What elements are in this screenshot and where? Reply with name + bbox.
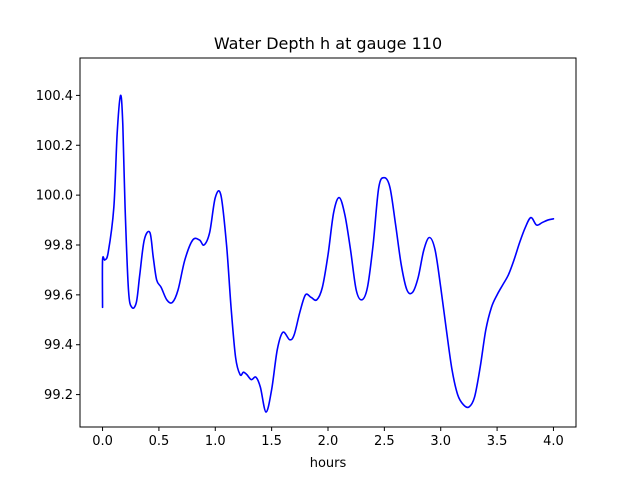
y-tick-label: 99.6 <box>44 288 73 303</box>
plot-area <box>101 94 555 413</box>
x-tick-label: 2.0 <box>318 434 339 449</box>
x-tick-label: 1.0 <box>205 434 226 449</box>
x-tick-label: 3.5 <box>487 434 508 449</box>
y-tick-label: 100.0 <box>36 189 73 204</box>
x-tick-label: 3.0 <box>430 434 451 449</box>
x-tick-label: 2.5 <box>374 434 395 449</box>
chart-title: Water Depth h at gauge 110 <box>214 34 442 53</box>
y-tick-label: 99.8 <box>44 238 73 253</box>
axes-frame <box>79 57 577 428</box>
x-tick-label: 4.0 <box>543 434 564 449</box>
x-axis-label: hours <box>310 456 347 471</box>
x-tick-label: 1.5 <box>261 434 282 449</box>
x-axis: 0.0 0.5 1.0 1.5 2.0 2.5 3.0 3.5 4.0 <box>92 427 564 449</box>
y-tick-label: 100.4 <box>36 89 73 104</box>
y-tick-label: 99.2 <box>44 388 73 403</box>
y-tick-label: 99.4 <box>44 338 73 353</box>
series-line-h <box>101 94 555 413</box>
y-tick-label: 100.2 <box>36 139 73 154</box>
y-axis: 99.2 99.4 99.6 99.8 100.0 100.2 100.4 <box>36 89 80 403</box>
x-tick-label: 0.5 <box>149 434 170 449</box>
x-tick-label: 0.0 <box>92 434 113 449</box>
